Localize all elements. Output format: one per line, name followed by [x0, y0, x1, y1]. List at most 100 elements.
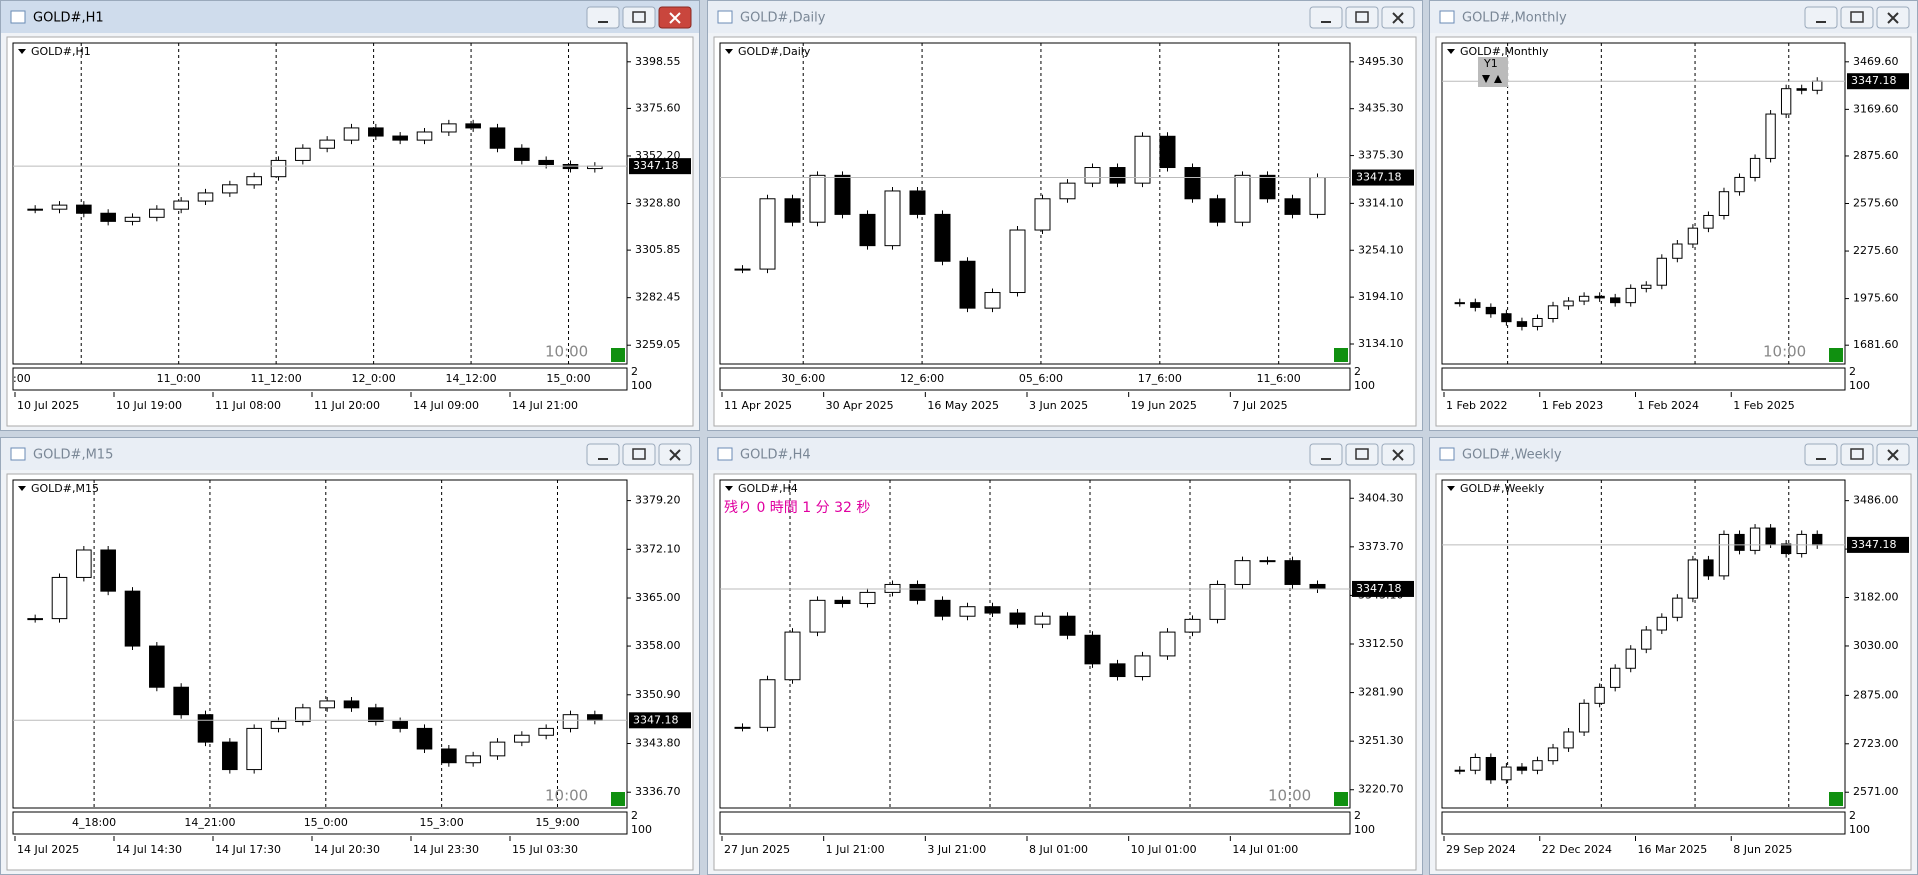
separator-label: 14_21:00	[184, 816, 235, 829]
x-tick-label: 22 Dec 2024	[1542, 843, 1612, 856]
candle	[1309, 583, 1326, 590]
price-label-bg	[629, 158, 691, 175]
window-icon	[10, 447, 26, 461]
x-tick-label: 14 Jul 17:30	[215, 843, 281, 856]
candle	[1687, 559, 1699, 599]
scroll-button[interactable]	[1334, 348, 1348, 362]
candle	[319, 139, 335, 149]
icon	[1887, 449, 1899, 461]
maximize-button[interactable]	[1840, 6, 1874, 29]
candle	[27, 618, 43, 621]
y-tick-label: 3259.05	[635, 338, 681, 351]
sub-scale: 2	[631, 809, 638, 822]
chart-window[interactable]: GOLD#,H1 3398.55 3375.60 3352.20 3328.80 3305…	[0, 0, 700, 431]
window-icon	[1439, 10, 1455, 24]
candle	[1501, 313, 1512, 323]
collapse-arrow	[18, 49, 26, 54]
candle	[465, 123, 481, 129]
separator-label: 15_0:00	[546, 372, 590, 385]
symbol-label: GOLD#,Daily	[738, 45, 811, 58]
chart-canvas: GOLD#,Monthly 3469.60 3169.60 2875.60 2575.6…	[1430, 1, 1917, 427]
candle	[368, 127, 384, 137]
candle	[1485, 306, 1497, 315]
chart-window[interactable]: GOLD#,Daily 3495.30 3435.30 3375.30 3314.10 3…	[707, 0, 1423, 431]
x-tick-label: 10 Jul 19:00	[116, 399, 182, 412]
y-tick-label: 3314.10	[1358, 196, 1404, 209]
candle	[1641, 629, 1652, 650]
candle	[884, 190, 901, 247]
scroll-button[interactable]	[1829, 792, 1843, 806]
candle	[124, 590, 141, 647]
candle	[809, 599, 826, 633]
chart-window[interactable]: GOLD#,M15 3379.20 3372.10 3365.00 3358.00 335…	[0, 437, 700, 875]
candle	[1159, 135, 1176, 169]
candle	[759, 198, 776, 270]
maximize-button[interactable]	[1345, 443, 1379, 466]
candle	[1109, 663, 1126, 678]
candle	[1184, 618, 1201, 633]
window-title: GOLD#,Monthly	[1462, 11, 1567, 26]
candle	[1059, 182, 1076, 200]
x-tick-label: 19 Jun 2025	[1131, 399, 1197, 412]
maximize-button[interactable]	[622, 6, 656, 29]
subwindow	[12, 367, 628, 391]
scroll-button[interactable]	[1334, 792, 1348, 806]
candle	[1184, 167, 1201, 200]
candle	[1547, 747, 1559, 762]
x-tick-label: 14 Jul 21:00	[512, 399, 578, 412]
candle	[100, 212, 116, 222]
sub-scale: 2	[631, 365, 638, 378]
scroll-button[interactable]	[1829, 348, 1843, 362]
subwindow	[719, 367, 1351, 391]
maximize-button[interactable]	[1345, 6, 1379, 29]
sub-scale: 100	[1354, 379, 1375, 392]
candle	[834, 174, 851, 215]
separator-label: 4_18:00	[72, 816, 116, 829]
x-tick-label: 1 Feb 2024	[1638, 399, 1699, 412]
candle	[884, 583, 901, 593]
candle	[465, 755, 481, 764]
y-tick-label: 3182.00	[1853, 591, 1899, 604]
candle	[270, 721, 287, 729]
x-tick-label: 11 Apr 2025	[724, 399, 792, 412]
candle	[1578, 295, 1590, 302]
candle	[392, 135, 408, 141]
y-tick-label: 3134.10	[1358, 337, 1404, 350]
chart-window[interactable]: GOLD#,Weekly3486.003334.003182.003030.00…	[1429, 437, 1918, 875]
x-tick-label: 14 Jul 01:00	[1232, 843, 1298, 856]
y-tick-label: 3358.00	[635, 639, 681, 652]
maximize-button[interactable]	[622, 443, 656, 466]
candle	[1470, 302, 1481, 308]
minimize-button[interactable]	[586, 443, 620, 466]
price-label-bg	[1847, 73, 1909, 90]
candle	[1812, 80, 1823, 91]
scroll-button[interactable]	[611, 348, 625, 362]
arrows	[1482, 75, 1502, 83]
minimize-button[interactable]	[1309, 6, 1343, 29]
x-tick-label: 14 Jul 14:30	[116, 843, 182, 856]
subwindow	[1441, 367, 1846, 391]
minimize-button[interactable]	[586, 6, 620, 29]
price-label-bg	[1352, 169, 1414, 186]
icon	[1392, 12, 1404, 24]
chart-window[interactable]: GOLD#,Monthly 3469.60 3169.60 2875.60 2575.6…	[1429, 0, 1918, 431]
collapse-arrow	[1447, 49, 1455, 54]
separator-label: 12_6:00	[900, 372, 944, 385]
window-title: GOLD#,H1	[33, 11, 104, 26]
period-button[interactable]	[1478, 57, 1508, 87]
chart-window[interactable]: GOLD#,H43404.303373.703343.103312.503281…	[707, 437, 1423, 875]
candle	[100, 549, 116, 592]
candle	[759, 679, 776, 728]
maximize-button[interactable]	[1840, 443, 1874, 466]
candle	[441, 748, 457, 764]
price-label-bg	[1847, 536, 1909, 553]
minimize-button[interactable]	[1309, 443, 1343, 466]
icon	[669, 449, 681, 461]
candle	[173, 686, 189, 716]
y-tick-label: 3398.55	[635, 55, 681, 68]
minimize-button[interactable]	[1804, 443, 1838, 466]
candle	[984, 606, 1001, 614]
scroll-button[interactable]	[611, 792, 625, 806]
candle	[934, 599, 951, 617]
minimize-button[interactable]	[1804, 6, 1838, 29]
